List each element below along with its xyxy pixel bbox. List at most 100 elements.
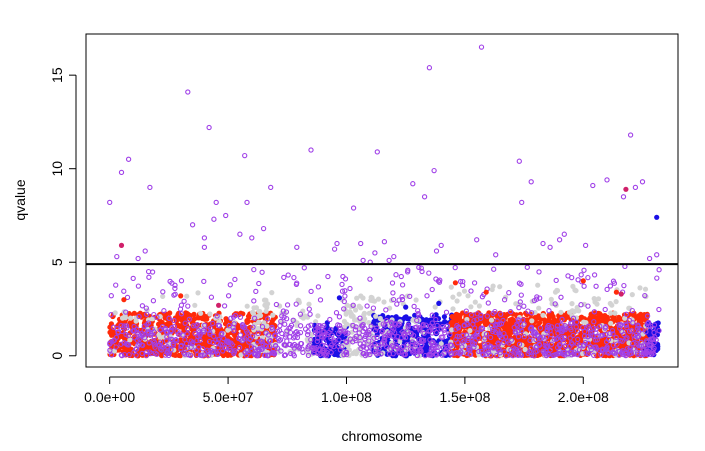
data-point-purple_outline [124,294,131,301]
data-point-purple_outline [478,44,485,50]
data-point-gray [250,311,257,317]
data-point-purple_outline [321,339,327,345]
data-point-purple_outline [491,266,497,272]
data-point-purple_outline [497,350,503,356]
data-point-blue [403,304,409,310]
data-point-purple_outline [181,350,187,356]
data-point-purple_outline [159,347,165,353]
data-point-red [167,310,173,316]
data-point-purple_outline [540,348,546,354]
data-point-purple_outline [410,349,416,355]
data-point-gray [465,293,471,299]
data-point-purple_outline [432,351,439,357]
data-point-purple_outline [118,322,124,329]
data-point-purple_outline [146,340,152,346]
data-point-purple_outline [598,352,604,358]
data-point-purple_outline [227,345,233,351]
data-point-red [119,333,125,339]
data-point-purple_outline [159,323,166,330]
data-point-purple_outline [426,270,432,276]
data-point-purple_outline [545,322,552,329]
data-point-gray [343,311,349,317]
data-point-purple_outline [141,323,147,329]
data-point-purple_outline [551,336,557,342]
data-point-purple_outline [409,342,416,348]
data-point-purple_outline [591,319,597,325]
data-point-purple_outline [501,330,507,337]
data-point-purple_outline [521,334,527,340]
data-point-purple_outline [619,338,625,344]
data-point-gray [450,306,456,312]
data-point-purple_outline [521,321,527,327]
data-point-purple_outline [352,327,359,333]
data-point-purple_outline [503,353,509,359]
data-point-purple_outline [144,321,150,328]
data-point-purple_outline [279,330,285,337]
data-point-purple_outline [223,338,230,344]
data-point-gray [413,297,419,303]
data-point-purple_outline [232,312,239,319]
data-point-purple_outline [410,181,416,187]
data-point-purple_outline [336,322,343,329]
data-point-purple_outline [404,328,410,334]
data-point-purple_outline [383,317,390,324]
data-point-purple_outline [200,346,206,352]
data-point-gray [613,299,619,305]
data-point-purple_outline [178,311,185,317]
data-point-red [172,352,179,358]
data-point-purple_outline [216,323,223,329]
data-point-purple_outline [109,339,115,345]
data-point-purple_outline [471,317,477,324]
data-point-purple_outline [471,280,478,286]
data-point-purple_outline [131,335,138,341]
data-point-purple_outline [434,322,440,329]
data-point-purple_outline [360,328,366,334]
data-point-gray [373,313,379,319]
data-point-purple_outline [392,338,399,344]
data-point-purple_outline [305,323,312,329]
data-point-purple_outline [242,336,248,342]
data-point-purple_outline [107,199,113,206]
data-point-purple_outline [501,297,508,303]
data-point-purple_outline [308,322,314,328]
data-point-purple_outline [263,343,270,350]
x-tick-label: 5.0e+07 [203,389,254,405]
data-point-purple_outline [392,330,398,336]
data-point-gray [251,327,257,333]
data-point-purple_outline [492,308,498,315]
data-point-purple_outline [399,282,406,288]
data-point-purple_outline [123,331,129,338]
data-point-purple_outline [413,341,419,348]
data-point-gray [529,318,535,324]
data-point-purple_outline [205,327,211,333]
data-point-gray [353,307,359,313]
data-point-purple_outline [639,352,645,358]
y-tick-label: 10 [49,161,65,177]
data-point-purple_outline [171,324,177,330]
data-point-purple_outline [452,264,458,271]
data-point-purple_outline [150,298,157,304]
data-point-purple_outline [172,285,178,292]
data-point-purple_outline [315,284,322,290]
data-point-purple_outline [178,343,184,350]
data-point-purple_outline [345,330,351,336]
data-point-red [245,318,251,324]
data-point-red [225,352,231,358]
data-point-purple_outline [237,332,244,338]
data-point-purple_outline [650,350,657,356]
data-point-gray [251,305,257,311]
data-point-purple_outline [151,311,157,318]
data-point-purple_outline [616,348,623,355]
data-point-purple_outline [135,255,141,262]
data-point-purple_outline [389,320,395,326]
data-point-purple_outline [578,302,584,308]
data-point-purple_outline [610,331,616,337]
data-point-purple_outline [342,288,348,294]
data-point-purple_outline [443,309,450,315]
data-point-purple_outline [481,341,487,347]
data-point-purple_outline [623,321,629,327]
data-point-blue [333,350,339,356]
data-point-purple_outline [265,353,271,359]
data-point-purple_outline [492,329,499,335]
data-point-purple_outline [516,341,523,347]
